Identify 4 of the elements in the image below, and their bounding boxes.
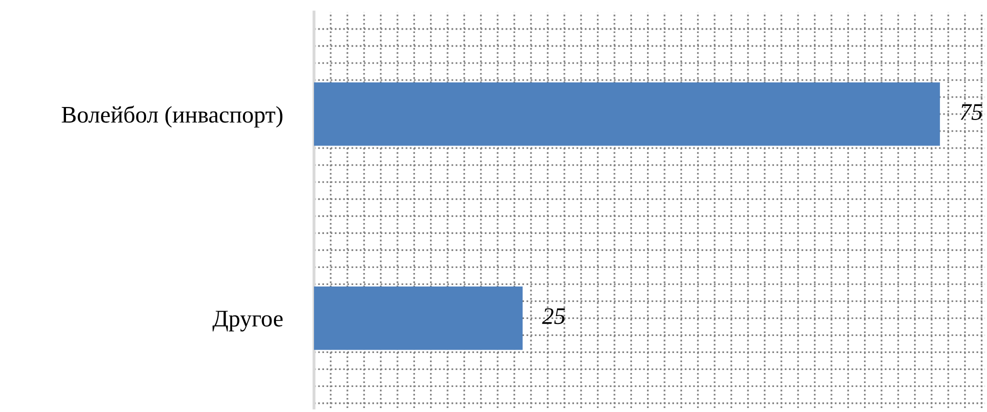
data-label: 75 xyxy=(960,104,982,120)
y-tick-label: Другое xyxy=(212,310,283,332)
data-label: 25 xyxy=(542,308,565,324)
y-tick-label: Волейбол (инваспорт) xyxy=(62,106,282,128)
